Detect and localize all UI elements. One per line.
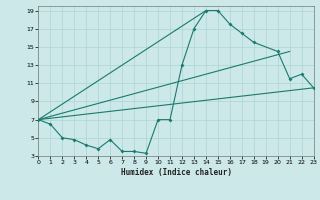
- X-axis label: Humidex (Indice chaleur): Humidex (Indice chaleur): [121, 168, 231, 177]
